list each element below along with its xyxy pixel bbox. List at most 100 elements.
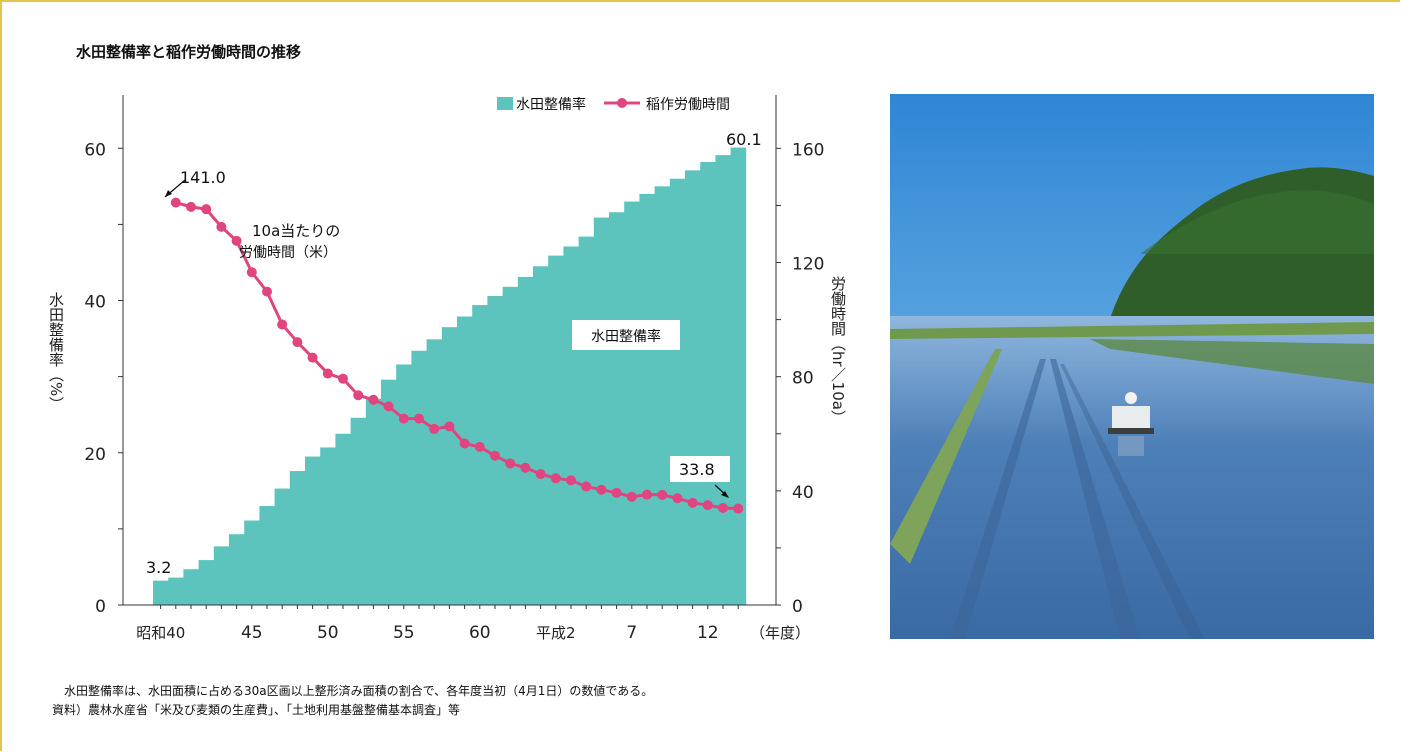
line-point [672, 493, 683, 504]
bar [441, 327, 458, 605]
line-point [566, 475, 576, 486]
bar [685, 170, 701, 605]
rice-field-photo [890, 94, 1374, 639]
bar [289, 471, 306, 605]
bar-last-label: 60.1 [726, 130, 762, 149]
line-point [277, 319, 288, 330]
bar [381, 379, 397, 605]
bar [320, 447, 336, 605]
line-first-label: 141.0 [180, 168, 226, 187]
bar [669, 178, 686, 606]
line-last-arrowhead [721, 491, 729, 498]
bar [426, 339, 443, 605]
line-point [535, 469, 546, 480]
chart-title: 水田整備率と稲作労働時間の推移 [76, 43, 302, 61]
bar [548, 255, 564, 605]
line-point [581, 481, 592, 492]
bar [350, 417, 367, 605]
legend-bar-label: 水田整備率 [516, 96, 586, 113]
line-point [231, 235, 242, 246]
bar [593, 217, 610, 605]
line-point [246, 267, 257, 278]
x-tick-label: 12 [697, 623, 719, 643]
line-point [505, 458, 516, 469]
bar-first-label: 3.2 [146, 558, 171, 577]
bar [700, 161, 716, 605]
line-point [383, 401, 394, 412]
footnotes: 水田整備率は、水田面積に占める30a区画以上整形済み面積の割合で、各年度当初（4… [52, 682, 653, 720]
line-point [657, 489, 668, 500]
y-right-tick-label: 160 [792, 140, 824, 160]
line-point [186, 201, 196, 212]
y-right-tick-label: 40 [792, 483, 814, 503]
bar [335, 433, 351, 605]
line-point [626, 491, 637, 502]
bar [396, 364, 412, 605]
line-point [170, 197, 181, 208]
line-point [307, 352, 318, 363]
bar [730, 147, 747, 605]
line-note-1: 10a当たりの [252, 222, 340, 240]
line-point [444, 421, 455, 432]
line-point [702, 500, 713, 511]
bar [609, 212, 625, 605]
bar [639, 193, 655, 605]
line-point [490, 450, 500, 461]
bar [654, 186, 671, 606]
bar [198, 560, 215, 605]
y-left-tick-label: 20 [84, 445, 106, 465]
bar [457, 316, 473, 605]
rice-planter [1112, 406, 1150, 432]
area-label-box [572, 320, 680, 350]
x-tick-label: 60 [469, 623, 491, 643]
line-point [550, 473, 561, 484]
legend-bar-swatch [497, 97, 513, 110]
x-tick-label: 50 [317, 623, 339, 643]
line-point [642, 489, 652, 500]
line-last-box [670, 456, 730, 482]
x-tick-label: 7 [626, 623, 637, 643]
bar [153, 580, 169, 605]
bar [563, 246, 579, 606]
bar [259, 506, 275, 605]
y-left-tick-label: 40 [84, 293, 106, 313]
line-point [322, 368, 333, 379]
x-tick-label: 55 [393, 623, 415, 643]
line-point [353, 390, 364, 401]
bar [168, 577, 184, 605]
line-point [718, 502, 728, 513]
bar [305, 456, 321, 605]
bar [502, 286, 519, 605]
bar [274, 488, 291, 605]
line-point [398, 413, 409, 424]
line-point [596, 484, 607, 495]
bar [578, 236, 595, 605]
dike [890, 349, 1002, 564]
footnote-source: 資料）農林水産省「米及び麦類の生産費」、「土地利用基盤整備基本調査」等 [52, 703, 461, 717]
x-tick-label: 昭和40 [136, 624, 185, 642]
y-left-axis-title: 水田整備率（%） [47, 292, 65, 411]
y-left-tick-label: 0 [95, 597, 106, 617]
bar [715, 155, 731, 605]
x-tick-label: 45 [241, 623, 263, 643]
legend-line-marker [617, 98, 627, 108]
legend-line-label: 稲作労働時間 [646, 97, 730, 113]
line-point [611, 487, 622, 498]
line-point [414, 413, 424, 424]
bar [213, 546, 230, 605]
line-point [262, 286, 272, 297]
bar [533, 266, 549, 605]
line-point [338, 373, 348, 384]
line-point [733, 503, 744, 514]
area-label: 水田整備率 [591, 328, 661, 345]
bar [365, 398, 382, 605]
line-point [201, 204, 212, 215]
bar [624, 201, 640, 605]
y-right-tick-label: 120 [792, 255, 824, 275]
line-point [474, 441, 485, 452]
line-point [429, 423, 440, 434]
y-right-axis-title: 労働時間（hr／10a） [829, 276, 847, 425]
y-right-tick-label: 0 [792, 597, 803, 617]
y-left-tick-label: 60 [84, 140, 106, 160]
